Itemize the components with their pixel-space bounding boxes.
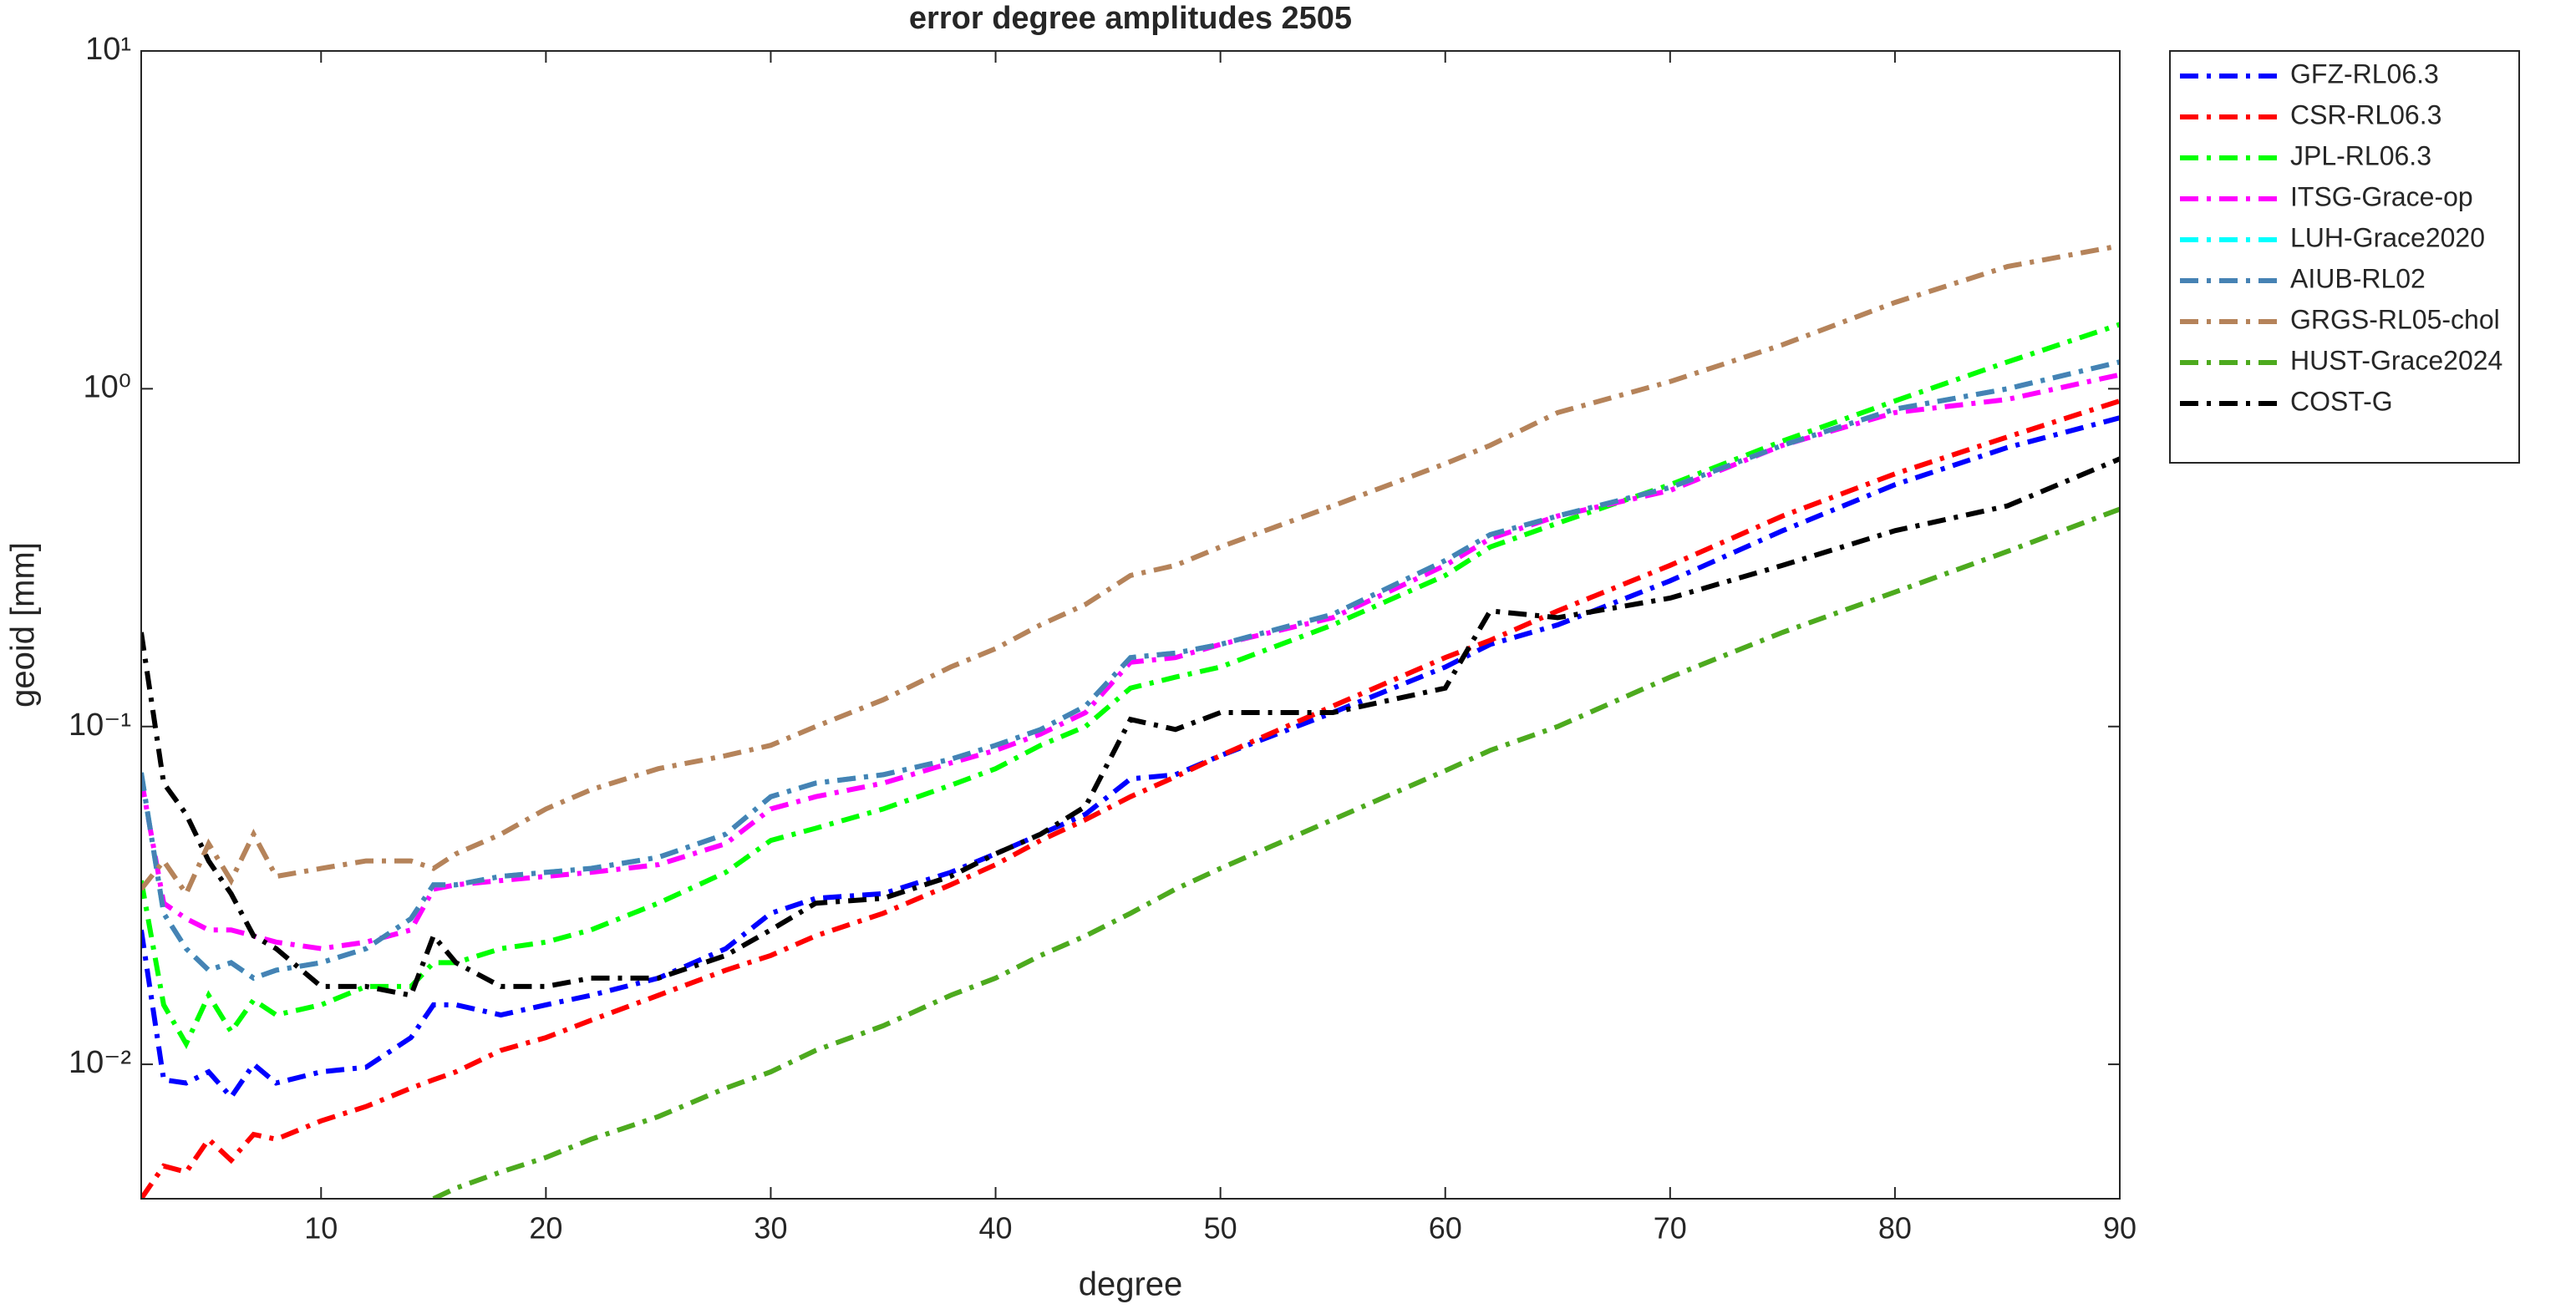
x-tick-label: 50 (1204, 1211, 1237, 1246)
legend-label: GRGS-RL05-chol (2290, 304, 2500, 334)
x-tick-label: 30 (754, 1211, 787, 1246)
legend-label: GFZ-RL06.3 (2290, 58, 2439, 89)
series-line (141, 398, 2120, 1199)
x-tick-label: 80 (1878, 1211, 1912, 1246)
y-tick-label: 10⁰ (83, 369, 131, 404)
legend-box (2169, 50, 2520, 464)
plot-area (141, 243, 2120, 1199)
series-line (432, 506, 2120, 1199)
legend-label: JPL-RL06.3 (2290, 140, 2431, 170)
legend-label: AIUB-RL02 (2290, 263, 2426, 293)
y-tick-label: 10⁻² (69, 1045, 131, 1080)
series-line (141, 359, 2120, 982)
legend-label: LUH-Grace2020 (2290, 222, 2485, 252)
ticks: 10 20 30 40 50 60 70 80 90 10⁻² 10⁻¹ 10⁰ 10¹ (69, 32, 2137, 1245)
legend-label: CSR-RL06.3 (2290, 99, 2441, 129)
legend-label: HUST-Grace2024 (2290, 345, 2502, 375)
legend: GFZ-RL06.3 CSR-RL06.3 JPL-RL06.3 ITSG-Grace… (2169, 50, 2520, 464)
x-tick-label: 20 (529, 1211, 562, 1246)
series-line (141, 243, 2120, 899)
y-tick-label: 10¹ (85, 32, 131, 67)
chart-title: error degree amplitudes 2505 (909, 1, 1352, 36)
x-tick-label: 60 (1429, 1211, 1462, 1246)
series-line (141, 415, 2120, 1102)
x-tick-label: 40 (979, 1211, 1013, 1246)
y-axis-label: geoid [mm] (5, 542, 42, 708)
legend-label: ITSG-Grace-op (2290, 181, 2473, 211)
y-tick-label: 10⁻¹ (69, 708, 131, 743)
x-tick-label: 70 (1654, 1211, 1687, 1246)
x-axis-label: degree (1079, 1266, 1183, 1303)
series-line (141, 372, 2120, 951)
legend-label: COST-G (2290, 386, 2393, 416)
x-tick-label: 90 (2103, 1211, 2137, 1246)
axes-box (140, 50, 2121, 1200)
series-line (141, 322, 2120, 1050)
x-tick-label: 10 (304, 1211, 338, 1246)
